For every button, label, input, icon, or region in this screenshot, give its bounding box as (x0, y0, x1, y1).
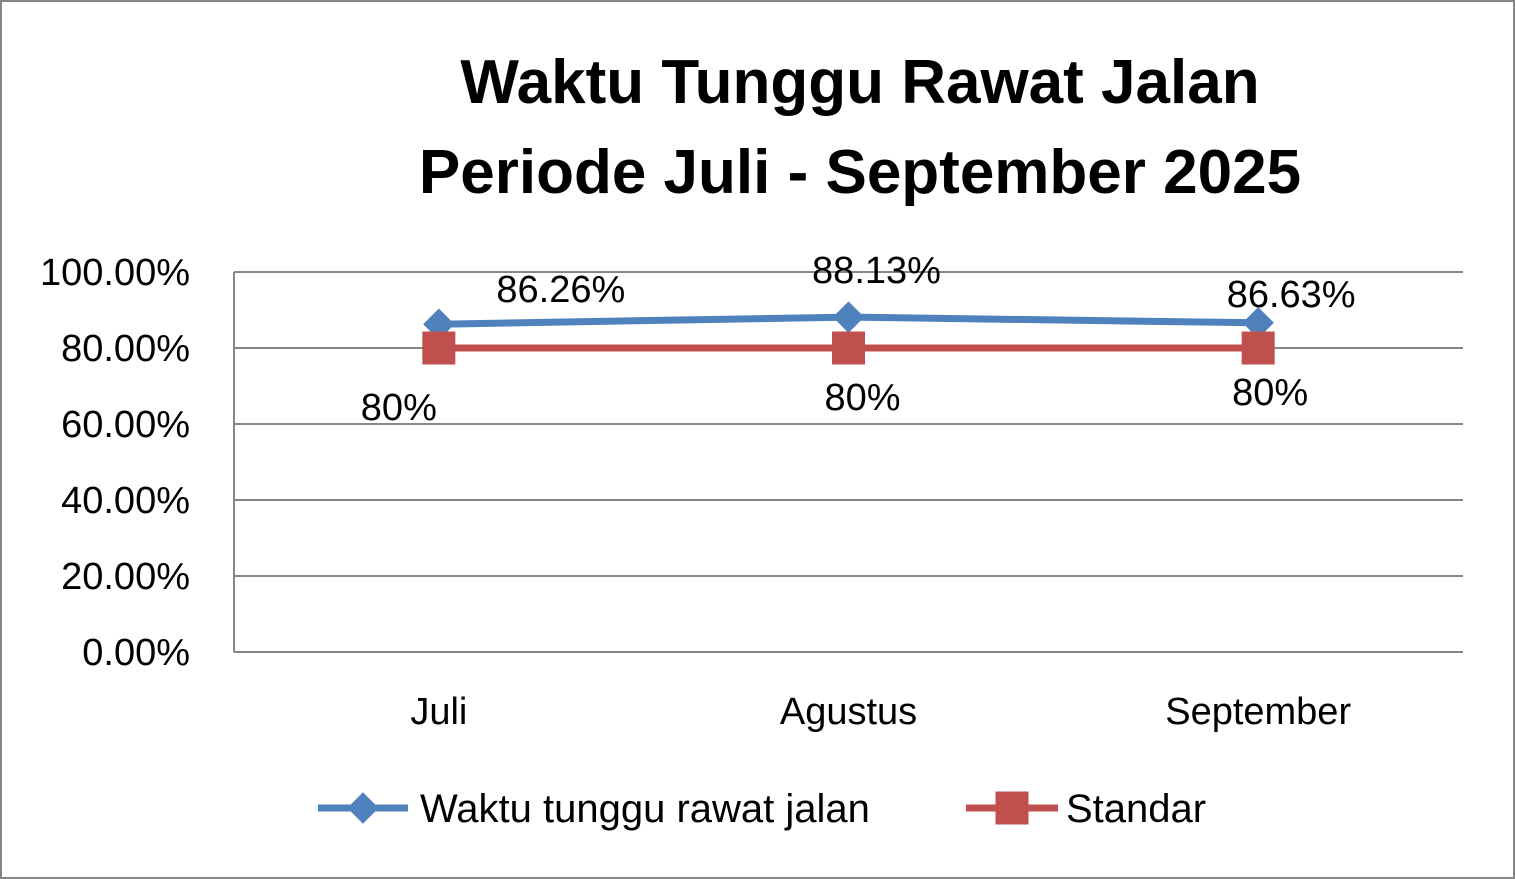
x-tick-label: September (1165, 691, 1351, 733)
data-point-marker (832, 331, 865, 365)
series-group: 86.26% 88.13% 86.63% 80% 80% 80% (361, 250, 1356, 429)
data-point-marker (832, 301, 865, 333)
x-tick-label: Agustus (780, 691, 917, 733)
data-label: 88.13% (812, 250, 941, 292)
y-tick-label: 0.00% (82, 632, 190, 674)
y-tick-label: 20.00% (61, 556, 190, 598)
data-label: 80% (361, 387, 437, 429)
legend-label: Standar (1066, 787, 1206, 831)
legend-item: Standar (966, 787, 1206, 831)
series-standar: 80% 80% 80% (361, 331, 1308, 429)
y-tick-label: 100.00% (40, 252, 190, 294)
chart-title-block: Waktu Tunggu Rawat Jalan Periode Juli - … (0, 38, 1515, 218)
data-label: 80% (824, 377, 900, 419)
data-point-marker (347, 792, 379, 824)
data-point-marker (1241, 331, 1275, 365)
data-label: 80% (1232, 372, 1308, 414)
data-point-marker (422, 331, 456, 365)
data-label: 86.63% (1227, 274, 1356, 316)
chart-title: Waktu Tunggu Rawat Jalan (460, 48, 1260, 117)
legend-label: Waktu tunggu rawat jalan (420, 787, 870, 831)
y-tick-label: 60.00% (61, 404, 190, 446)
data-label: 86.26% (496, 269, 625, 311)
x-tick-label: Juli (410, 691, 467, 733)
series-waktu-tunggu: 86.26% 88.13% 86.63% (423, 250, 1356, 340)
legend-item: Waktu tunggu rawat jalan (318, 787, 870, 831)
chart-subtitle: Periode Juli - September 2025 (418, 138, 1302, 207)
y-tick-label: 40.00% (61, 480, 190, 522)
legend: Waktu tunggu rawat jalan Standar (318, 787, 1206, 831)
y-axis: 0.00% 20.00% 40.00% 60.00% 80.00% 100.00% (40, 252, 235, 674)
y-tick-label: 80.00% (61, 328, 190, 370)
data-point-marker (995, 791, 1029, 825)
x-axis: Juli Agustus September (234, 651, 1463, 733)
